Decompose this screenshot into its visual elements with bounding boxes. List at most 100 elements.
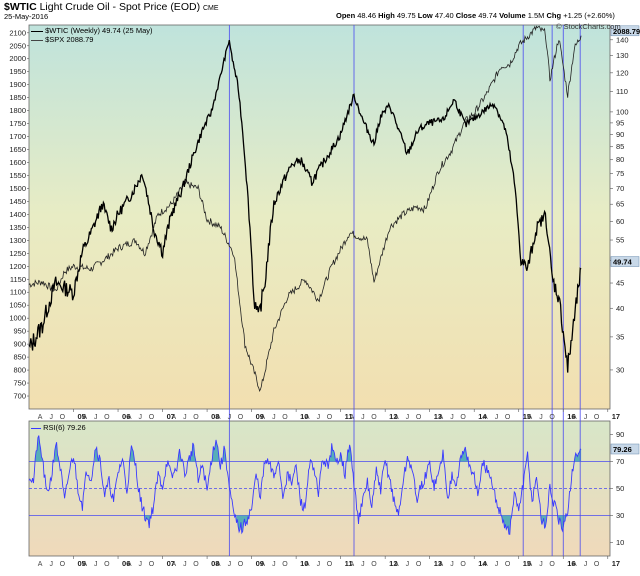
rsi-axis: 10 30 50 70 90 bbox=[610, 430, 624, 547]
spx-tick-label: 1500 bbox=[9, 184, 26, 193]
wtic-axis: 3035404550556065707580859095100110120130… bbox=[610, 35, 629, 374]
year-tick-label: 05 bbox=[78, 412, 86, 421]
month-tick-label: J bbox=[272, 561, 276, 568]
legend-spx: $SPX 2088.79 bbox=[31, 35, 93, 44]
year-tick-label: 12 bbox=[389, 559, 397, 568]
wtic-last-tag: 49.74 bbox=[613, 258, 633, 267]
spx-tick-label: 2100 bbox=[9, 28, 26, 37]
legend-wtic-label: $WTIC (Weekly) 49.74 (25 May) bbox=[45, 26, 153, 35]
event-lines bbox=[228, 25, 581, 556]
month-tick-label: A bbox=[171, 561, 176, 568]
month-tick-label: O bbox=[460, 414, 466, 421]
wtic-tick-label: 140 bbox=[616, 35, 629, 44]
year-tick-label: 07 bbox=[167, 559, 175, 568]
year-tick-label: 06 bbox=[122, 412, 130, 421]
ohlc-open: Open 48.46 bbox=[336, 11, 379, 20]
spx-tick-label: 1100 bbox=[10, 288, 26, 297]
month-tick-label: J bbox=[228, 414, 232, 421]
year-tick-label: 13 bbox=[434, 559, 442, 568]
month-tick-label: O bbox=[549, 414, 555, 421]
month-tick-label: A bbox=[216, 561, 221, 568]
year-tick-label: 14 bbox=[478, 412, 487, 421]
year-tick-label: 15 bbox=[523, 559, 531, 568]
month-tick-label: O bbox=[594, 561, 600, 568]
wtic-tick-label: 130 bbox=[616, 51, 629, 60]
month-tick-label: O bbox=[371, 561, 377, 568]
month-tick-label: O bbox=[282, 561, 288, 568]
month-tick-label: O bbox=[193, 414, 199, 421]
watermark: © StockCharts.com bbox=[556, 22, 621, 31]
spx-last-tag-bg bbox=[610, 25, 640, 37]
month-tick-label: J bbox=[539, 414, 543, 421]
spx-tick-label: 1450 bbox=[9, 197, 26, 206]
spx-tick-label: 950 bbox=[13, 327, 26, 336]
rsi-oversold-fill bbox=[501, 515, 512, 535]
series-rsi bbox=[28, 435, 582, 535]
month-tick-label: J bbox=[361, 561, 365, 568]
spx-tick-label: 900 bbox=[13, 340, 26, 349]
month-tick-label: O bbox=[238, 561, 244, 568]
month-tick-label: J bbox=[361, 414, 365, 421]
spx-tick-label: 1750 bbox=[9, 119, 26, 128]
rsi-oversold-fill bbox=[236, 515, 249, 533]
month-tick-label: J bbox=[450, 561, 454, 568]
month-tick-label: J bbox=[183, 561, 187, 568]
rsi-overbought-fill bbox=[129, 445, 135, 462]
series-spx bbox=[28, 25, 582, 392]
wtic-tick-label: 60 bbox=[616, 217, 624, 226]
month-tick-label: A bbox=[82, 414, 87, 421]
year-tick-label: 16 bbox=[567, 412, 575, 421]
rsi-oversold-fill bbox=[144, 515, 151, 529]
month-tick-label: J bbox=[139, 561, 143, 568]
spx-tick-label: 1350 bbox=[9, 223, 26, 232]
ohlc-chg: Chg +1.25 (+2.60%) bbox=[546, 11, 615, 20]
legend-rsi: RSI(6) 79.26 bbox=[31, 423, 86, 432]
month-tick-label: A bbox=[127, 561, 132, 568]
spx-tick-label: 2000 bbox=[9, 54, 26, 63]
month-tick-label: O bbox=[505, 414, 511, 421]
wtic-tick-label: 85 bbox=[616, 142, 624, 151]
spx-tick-label: 1150 bbox=[10, 275, 26, 284]
wtic-tick-label: 70 bbox=[616, 184, 624, 193]
wtic-tick-label: 30 bbox=[616, 365, 624, 374]
price-panel-bg bbox=[28, 24, 611, 410]
spx-tick-label: 1650 bbox=[9, 145, 26, 154]
month-tick-label: J bbox=[584, 561, 588, 568]
spx-tick-label: 750 bbox=[13, 379, 26, 388]
legend-spx-label: $SPX 2088.79 bbox=[45, 35, 94, 44]
wtic-tick-label: 65 bbox=[616, 200, 624, 209]
spx-tick-label: 1850 bbox=[9, 93, 26, 102]
month-tick-label: O bbox=[416, 414, 422, 421]
month-tick-label: O bbox=[149, 414, 155, 421]
month-tick-label: A bbox=[528, 414, 533, 421]
wtic-tick-label: 90 bbox=[616, 130, 624, 139]
price-series bbox=[28, 25, 582, 392]
month-tick-label: A bbox=[438, 561, 443, 568]
spx-last-tag: 2088.79 bbox=[613, 27, 640, 36]
wtic-tick-label: 35 bbox=[616, 332, 624, 341]
month-tick-label: A bbox=[82, 561, 87, 568]
month-tick-label: O bbox=[238, 414, 244, 421]
rsi-tick-label: 70 bbox=[616, 457, 624, 466]
exchange: CME bbox=[202, 5, 219, 12]
year-tick-label: 11 bbox=[345, 412, 353, 421]
symbol-description: Light Crude Oil - Spot Price (EOD) bbox=[39, 1, 201, 13]
year-tick-label: 06 bbox=[122, 559, 130, 568]
wtic-tick-label: 75 bbox=[616, 169, 624, 178]
month-tick-label: J bbox=[584, 414, 588, 421]
month-tick-label: J bbox=[50, 561, 54, 568]
value-tags: 2088.79 49.74 79.26 bbox=[610, 25, 640, 455]
month-tick-label: O bbox=[60, 561, 66, 568]
month-tick-label: J bbox=[50, 414, 54, 421]
year-tick-label: 10 bbox=[300, 559, 308, 568]
spx-tick-label: 1300 bbox=[9, 236, 26, 245]
month-tick-label: J bbox=[272, 414, 276, 421]
month-tick-label: O bbox=[594, 414, 600, 421]
spx-tick-label: 1200 bbox=[9, 262, 26, 271]
rsi-oversold-fill bbox=[541, 515, 547, 529]
year-tick-label: 10 bbox=[300, 412, 308, 421]
spx-tick-label: 1700 bbox=[9, 132, 26, 141]
year-tick-label: 16 bbox=[567, 559, 575, 568]
spx-axis: 700 750 800 850 900 950 1000 1050 1100 1150 1200 12… bbox=[9, 28, 29, 401]
month-tick-label: J bbox=[94, 414, 98, 421]
